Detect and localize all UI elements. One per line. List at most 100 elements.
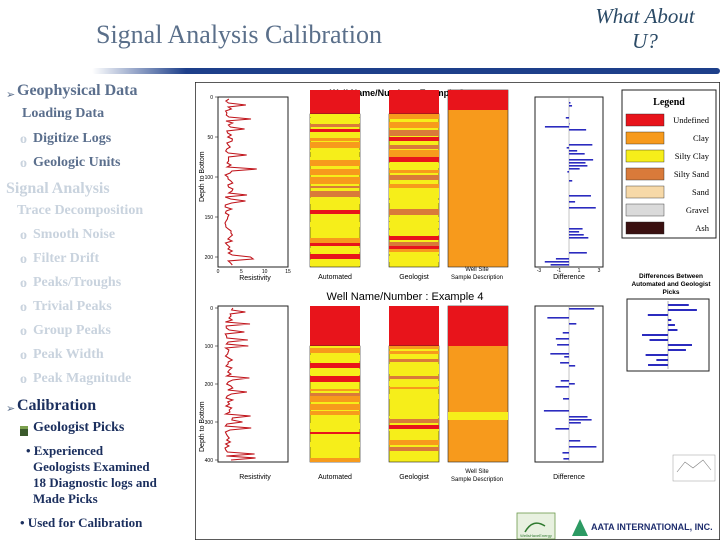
lithology-band: [310, 348, 360, 353]
lithology-band: [310, 118, 360, 123]
resistivity-curve-top: [224, 98, 257, 266]
difference-bar: [564, 356, 569, 358]
lithology-band: [389, 416, 439, 418]
menu-signal-analysis[interactable]: Signal Analysis: [6, 180, 110, 197]
lithology-band: [310, 442, 360, 444]
diff-tick-label: -1: [557, 268, 562, 274]
note-used-calibration: • Used for Calibration: [20, 515, 143, 530]
difference-bar: [569, 446, 597, 448]
difference-bar: [569, 180, 573, 182]
title-underline: [92, 68, 720, 74]
menu-peak-width[interactable]: Peak Width: [33, 347, 104, 362]
bullet-icon: o: [20, 276, 27, 291]
lithology-band: [310, 191, 360, 197]
difference-bar: [569, 123, 570, 125]
legend-label: Ash: [695, 223, 709, 233]
lithology-band: [389, 217, 439, 221]
lithology-band: [310, 173, 360, 175]
difference-label-top: Difference: [553, 274, 585, 281]
menu-geologist-picks[interactable]: Geologist Picks: [33, 420, 125, 435]
resistivity-label-top: Resistivity: [239, 275, 271, 282]
diff-title-2: Automated and Geologist: [631, 281, 711, 288]
lithology-band: [389, 137, 439, 141]
lithology-band: [310, 363, 360, 368]
histogram-bar: [668, 324, 675, 326]
difference-bar: [569, 165, 588, 167]
sample-desc-label-top: Sample Description: [451, 275, 503, 281]
diff-tick-label: -3: [537, 268, 542, 274]
difference-bar: [563, 458, 569, 460]
lithology-band: [389, 145, 439, 149]
wellsite-column-top: [447, 89, 509, 268]
lithology-band: [389, 209, 439, 215]
difference-bar: [569, 231, 580, 233]
lithology-columns-top: [309, 89, 509, 268]
diff-title-3: Picks: [663, 289, 680, 296]
lithology-band: [389, 150, 439, 155]
difference-bar: [569, 207, 596, 209]
difference-bar: [563, 398, 569, 400]
wellsite-band: [448, 306, 508, 346]
y-tick-label: 100: [205, 175, 214, 181]
legend-label: Sand: [692, 187, 710, 197]
difference-bars-top: -3 -1 1 3: [537, 97, 601, 274]
wellsite-band: [448, 90, 508, 110]
menu-trivial-peaks[interactable]: Trivial Peaks: [33, 299, 112, 314]
difference-bar: [569, 308, 595, 310]
difference-bar: [569, 168, 580, 170]
difference-bar: [569, 159, 594, 161]
calibration-figure: Well Name/Number : Example 3 Depth to Bo…: [195, 82, 720, 540]
example-4-title: Well Name/Number : Example 4: [327, 291, 484, 303]
lithology-band: [310, 404, 360, 410]
y-ticks-bottom: 0 100 200 300 400: [205, 306, 218, 464]
lithology-band: [389, 376, 439, 379]
menu-digitize[interactable]: Digitize Logs: [33, 131, 112, 146]
geologist-label-bottom: Geologist: [399, 474, 429, 481]
difference-bar: [557, 344, 569, 346]
histogram-bar: [656, 359, 668, 361]
histogram-bar: [668, 349, 686, 351]
difference-bar: [560, 380, 569, 382]
histogram-bar: [642, 334, 668, 336]
menu-peaks-troughs[interactable]: Peaks/Troughs: [33, 275, 122, 290]
difference-bar: [569, 144, 593, 146]
lithology-band: [389, 155, 439, 157]
resistivity-label-bottom: Resistivity: [239, 474, 271, 481]
menu-calibration[interactable]: Calibration: [17, 397, 97, 414]
note-line-1: • Experienced: [26, 443, 104, 458]
lithology-band: [389, 351, 439, 354]
lithology-band: [310, 432, 360, 434]
difference-bar: [569, 234, 584, 236]
legend-items: Undefined Clay Silty Clay Silty Sand Sand Gra…: [625, 113, 710, 235]
lithology-band: [310, 150, 360, 152]
lithology-band: [389, 429, 439, 431]
y-tick-label: 400: [205, 458, 214, 464]
lithology-band: [310, 355, 360, 361]
lithology-band: [389, 246, 439, 249]
difference-bar: [569, 365, 576, 367]
lithology-band: [389, 122, 439, 128]
difference-bar: [550, 353, 569, 355]
menu-geologic-units[interactable]: Geologic Units: [33, 155, 121, 170]
y-tick-label: 150: [205, 215, 214, 221]
menu-trace-decomposition[interactable]: Trace Decomposition: [17, 203, 144, 218]
menu-peak-magnitude[interactable]: Peak Magnitude: [33, 371, 132, 386]
difference-bar: [569, 129, 587, 131]
difference-bar: [566, 147, 569, 149]
menu-filter-drift[interactable]: Filter Drift: [33, 251, 100, 266]
menu-smooth-noise[interactable]: Smooth Noise: [33, 227, 116, 242]
difference-bar: [569, 237, 589, 239]
difference-label-bottom: Difference: [553, 474, 585, 481]
resistivity-plot-top: [217, 96, 289, 268]
histogram-bar: [668, 309, 697, 311]
arrow-icon: ➢: [6, 403, 16, 415]
menu-group-peaks[interactable]: Group Peaks: [33, 323, 111, 338]
difference-bar: [550, 264, 569, 266]
undefined-top-block: [310, 90, 360, 114]
lithology-columns-bottom: [309, 305, 509, 463]
geologist-label-top: Geologist: [399, 274, 429, 281]
difference-bar: [569, 105, 573, 107]
difference-bar: [555, 386, 569, 388]
lithology-band: [310, 169, 360, 173]
menu-geophysical[interactable]: Geophysical Data: [17, 82, 138, 99]
